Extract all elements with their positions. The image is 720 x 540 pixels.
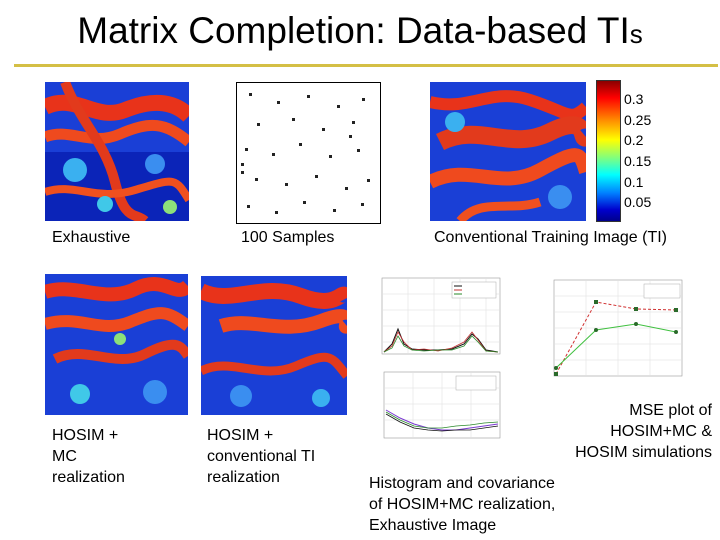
exhaustive-image	[45, 82, 189, 221]
histogram-svg	[381, 277, 501, 355]
caption-samples: 100 Samples	[241, 229, 335, 246]
samples-dots-svg	[241, 93, 370, 214]
mse-svg	[553, 279, 683, 377]
colorbar-gradient	[597, 81, 620, 221]
title-underline	[14, 64, 718, 67]
colorbar-tick: 0.05	[624, 194, 652, 211]
slide-title-suffix: s	[629, 19, 643, 49]
hosim-conventional-map-svg	[201, 276, 347, 415]
covariance-plot	[370, 368, 504, 448]
hosim-mc-map-svg	[45, 274, 188, 415]
colorbar-tick: 0.1	[624, 173, 644, 190]
caption-mse: MSE plot of HOSIM+MC & HOSIM simulations	[540, 400, 712, 463]
colorbar	[596, 80, 621, 222]
caption-hosim-mc: HOSIM + MC realization	[52, 425, 125, 488]
hosim-conventional-realization-image	[201, 276, 347, 415]
colorbar-ticks: 0.3 0.25 0.2 0.15 0.1 0.05	[624, 92, 651, 216]
samples-image	[236, 82, 381, 224]
caption-line: conventional TI	[207, 448, 316, 465]
caption-hosim-conventional: HOSIM + conventional TI realization	[207, 425, 315, 488]
colorbar-tick: 0.2	[624, 132, 644, 149]
hosim-mc-realization-image	[45, 274, 188, 415]
caption-line: Exhaustive Image	[369, 517, 497, 534]
exhaustive-map-svg	[45, 82, 189, 221]
slide-title-main: Matrix Completion: Data-based TI	[77, 10, 630, 51]
colorbar-tick: 0.3	[624, 91, 644, 107]
caption-line: of HOSIM+MC realization,	[369, 496, 556, 513]
caption-line: realization	[207, 469, 280, 486]
colorbar-tick: 0.25	[624, 111, 652, 128]
slide-title: Matrix Completion: Data-based TIs	[0, 8, 720, 57]
caption-line: HOSIM +	[207, 427, 274, 444]
caption-line: HOSIM simulations	[575, 444, 712, 461]
covariance-svg	[383, 371, 501, 439]
colorbar-tick: 0.15	[624, 153, 652, 170]
caption-conventional-ti: Conventional Training Image (TI)	[434, 229, 667, 246]
caption-line: MC	[52, 448, 77, 465]
mse-plot	[540, 276, 688, 388]
histogram-plot	[368, 274, 504, 362]
caption-line: Histogram and covariance	[369, 475, 555, 492]
caption-line: MSE plot of	[629, 402, 712, 419]
caption-hist-cov: Histogram and covariance of HOSIM+MC rea…	[369, 473, 555, 536]
conventional-ti-map-svg	[430, 82, 586, 221]
conventional-ti-image	[430, 82, 586, 221]
caption-line: HOSIM+MC &	[610, 423, 712, 440]
caption-line: realization	[52, 469, 125, 486]
caption-exhaustive: Exhaustive	[52, 229, 131, 246]
caption-line: HOSIM +	[52, 427, 119, 444]
